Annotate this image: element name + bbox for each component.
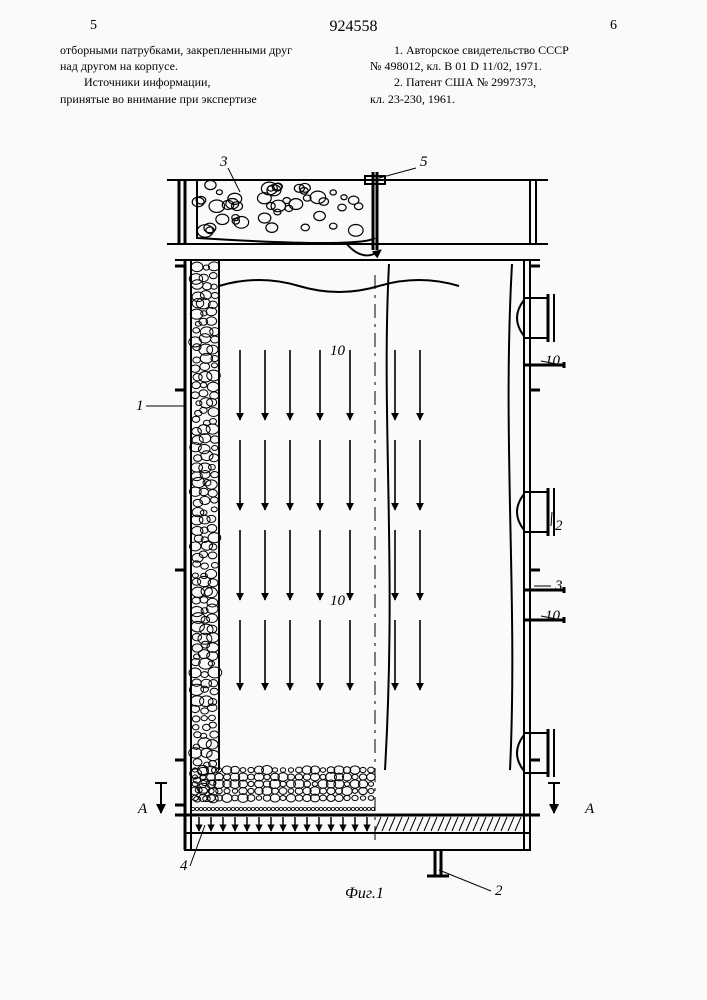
svg-text:10: 10 [545, 608, 561, 624]
svg-text:А: А [584, 801, 595, 817]
svg-text:3: 3 [554, 578, 563, 594]
svg-text:1: 1 [136, 398, 144, 414]
ref1-l2: № 498012, кл. B 01 D 11/02, 1971. [370, 58, 620, 74]
svg-text:10: 10 [545, 353, 561, 369]
ref2-l1: 2. Патент США № 2997373, [370, 74, 620, 90]
figure-1: 3 5 1 10 2 3 10 10 10 А А 4 2 Фиг.1 [100, 150, 620, 940]
svg-text:3: 3 [219, 154, 228, 170]
ref2-l2: кл. 23-230, 1961. [370, 91, 620, 107]
ref1-l1: 1. Авторское свидетельство СССР [370, 42, 620, 58]
left-para1: отборными патрубками, закрепленными друг… [60, 42, 310, 74]
column-right: 1. Авторское свидетельство СССР № 498012… [370, 42, 620, 107]
svg-text:4: 4 [180, 858, 188, 874]
left-para2-l1: Источники информации, [60, 74, 310, 90]
svg-text:10: 10 [330, 593, 346, 609]
svg-text:Фиг.1: Фиг.1 [345, 885, 384, 902]
svg-text:2: 2 [555, 518, 563, 534]
svg-text:10: 10 [330, 343, 346, 359]
patent-number: 924558 [0, 18, 707, 36]
svg-text:5: 5 [420, 154, 428, 170]
left-para2-l2: принятые во внимание при экспертизе [60, 91, 310, 107]
svg-text:2: 2 [495, 883, 503, 899]
column-left: отборными патрубками, закрепленными друг… [60, 42, 310, 107]
svg-text:А: А [137, 801, 148, 817]
